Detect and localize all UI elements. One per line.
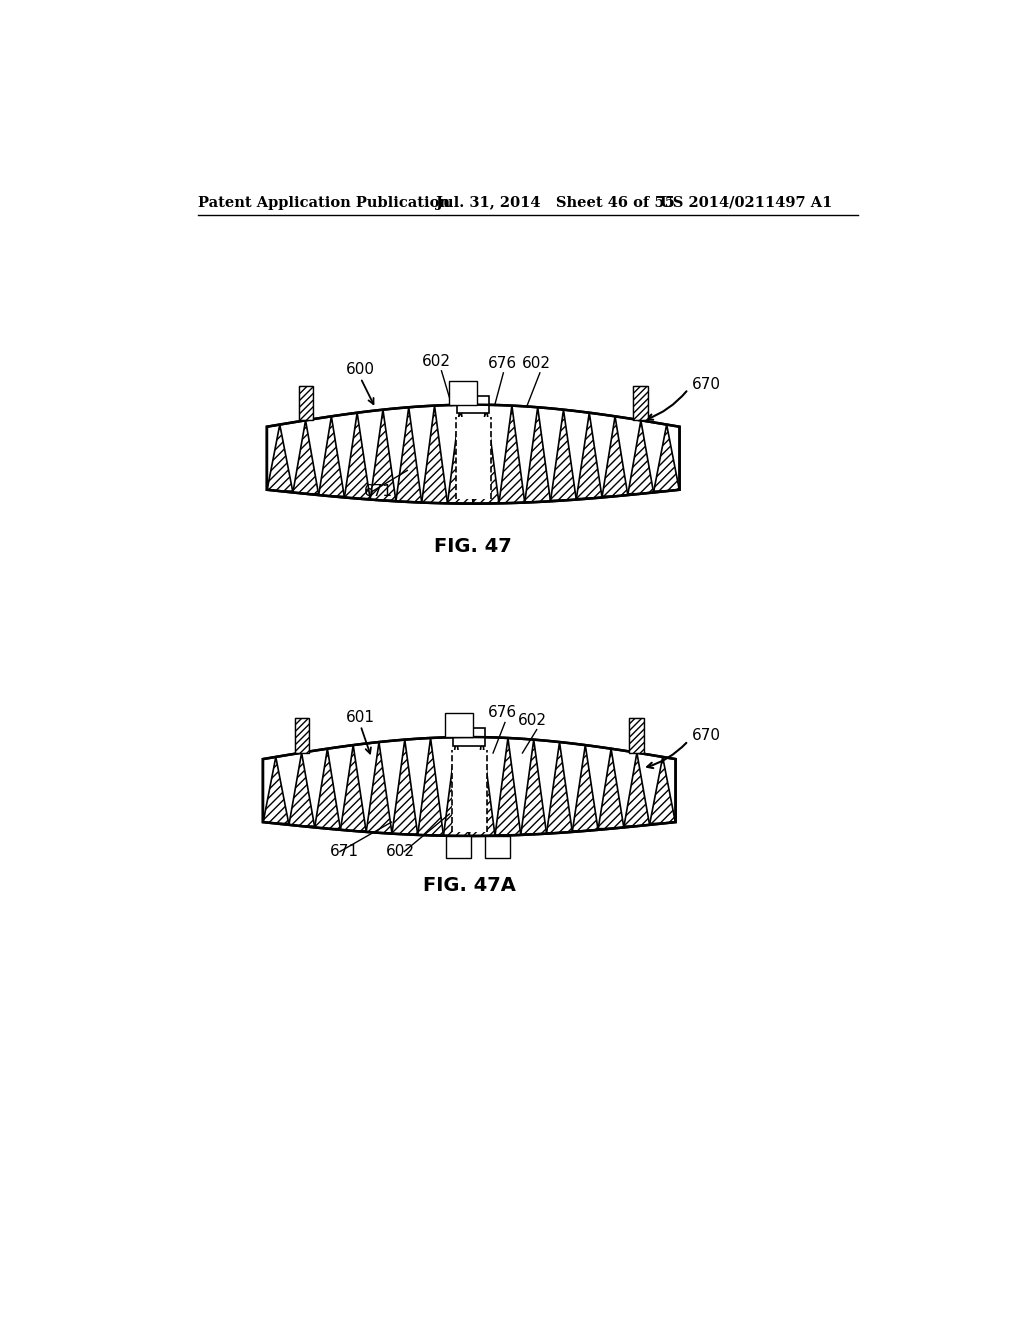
Text: FIG. 47A: FIG. 47A	[423, 875, 516, 895]
Bar	[458, 396, 489, 413]
Bar	[629, 718, 644, 752]
Bar	[295, 718, 309, 752]
Text: 601: 601	[346, 710, 375, 725]
Polygon shape	[263, 737, 676, 836]
Text: Jul. 31, 2014   Sheet 46 of 55: Jul. 31, 2014 Sheet 46 of 55	[436, 195, 675, 210]
Bar	[485, 836, 510, 858]
Bar	[299, 385, 313, 420]
Text: 670: 670	[691, 729, 721, 743]
Bar	[633, 385, 647, 420]
Text: US 2014/0211497 A1: US 2014/0211497 A1	[659, 195, 833, 210]
Polygon shape	[267, 405, 680, 504]
Text: 602: 602	[522, 356, 551, 371]
Bar	[446, 836, 471, 858]
Bar	[456, 417, 490, 499]
Text: 670: 670	[691, 376, 721, 392]
Text: 600: 600	[346, 362, 375, 378]
Bar	[444, 713, 473, 737]
Text: 671: 671	[331, 843, 359, 859]
Text: 602: 602	[518, 713, 547, 727]
Text: FIG. 47: FIG. 47	[434, 537, 512, 556]
Text: 602: 602	[422, 354, 451, 370]
Text: 602: 602	[386, 843, 415, 859]
Text: 676: 676	[488, 705, 517, 719]
Text: 671: 671	[364, 484, 392, 499]
Bar	[454, 729, 485, 746]
Text: 676: 676	[488, 356, 517, 371]
Bar	[449, 380, 477, 405]
Text: Patent Application Publication: Patent Application Publication	[198, 195, 450, 210]
Bar	[452, 750, 486, 832]
